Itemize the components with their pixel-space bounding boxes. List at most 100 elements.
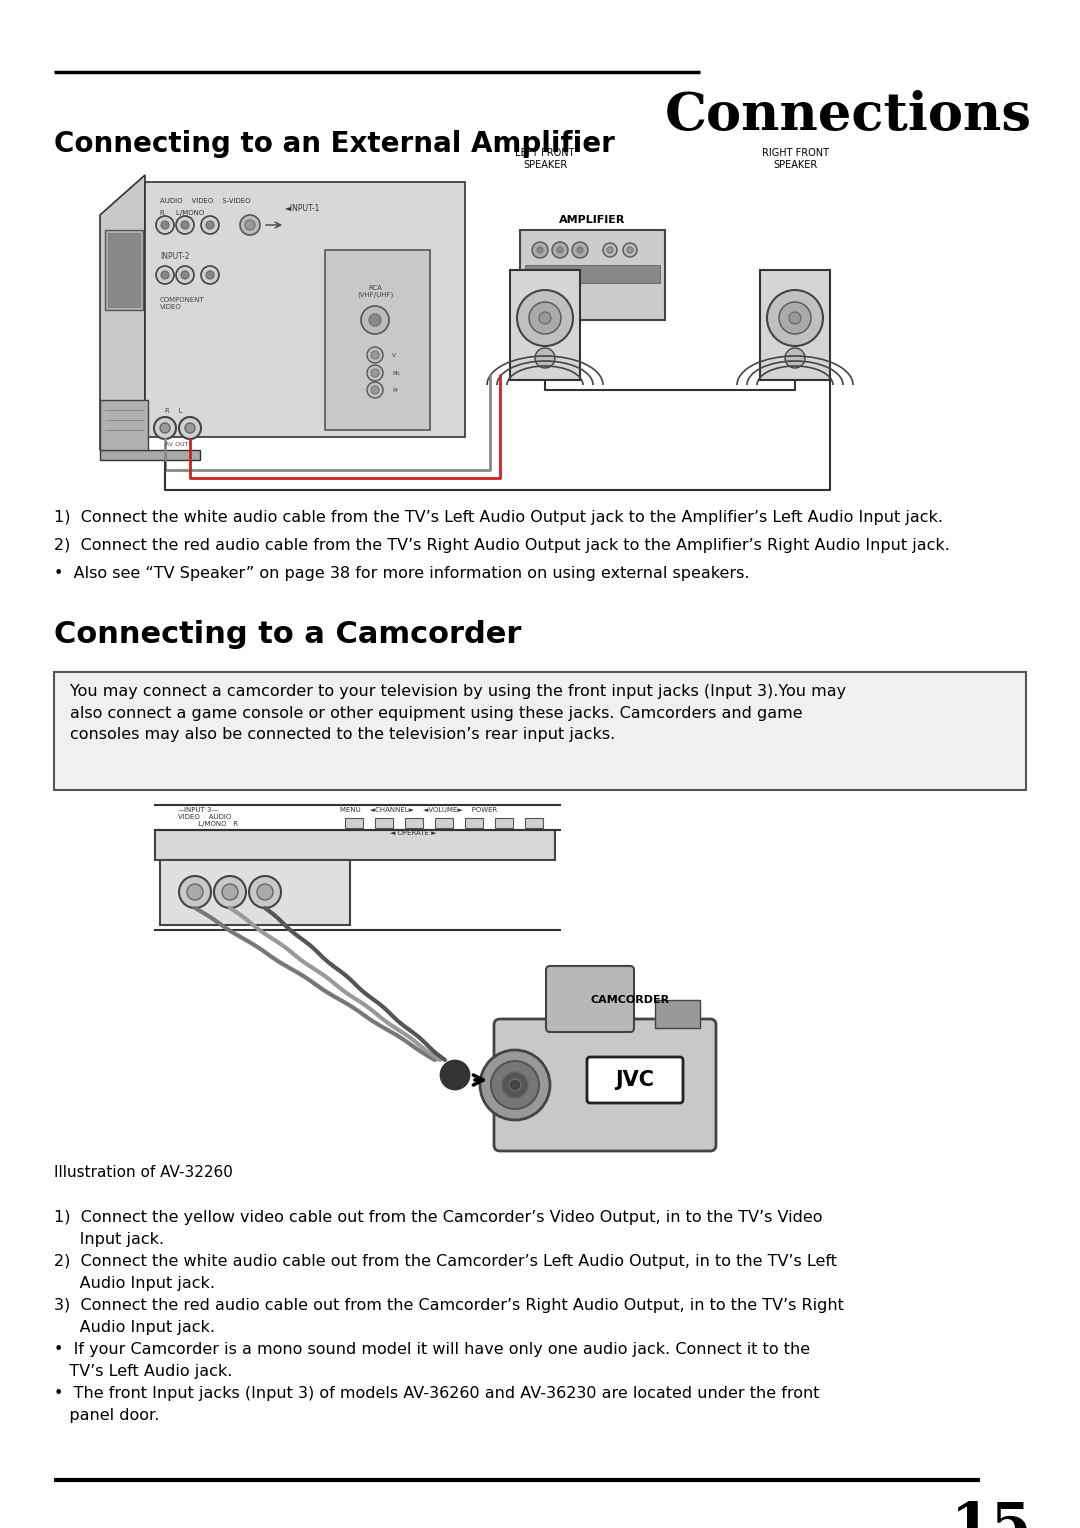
Bar bbox=[156, 830, 555, 860]
Circle shape bbox=[181, 270, 189, 280]
Circle shape bbox=[623, 243, 637, 257]
Text: Pb: Pb bbox=[392, 371, 400, 376]
Bar bbox=[405, 817, 423, 828]
FancyBboxPatch shape bbox=[588, 1057, 683, 1103]
Circle shape bbox=[249, 876, 281, 908]
Circle shape bbox=[372, 368, 379, 377]
Circle shape bbox=[179, 417, 201, 439]
Circle shape bbox=[369, 313, 381, 325]
Text: Input jack.: Input jack. bbox=[54, 1232, 164, 1247]
Bar bbox=[54, 672, 1026, 790]
Bar bbox=[495, 817, 513, 828]
Circle shape bbox=[214, 876, 246, 908]
Text: CAMCORDER: CAMCORDER bbox=[591, 995, 670, 1005]
Circle shape bbox=[181, 222, 189, 229]
Text: AV OUT: AV OUT bbox=[165, 442, 189, 448]
Bar bbox=[345, 817, 363, 828]
Text: Audio Input jack.: Audio Input jack. bbox=[54, 1320, 215, 1335]
Circle shape bbox=[480, 1050, 550, 1120]
Circle shape bbox=[767, 290, 823, 345]
FancyBboxPatch shape bbox=[494, 1019, 716, 1151]
Bar bbox=[435, 817, 453, 828]
Bar bbox=[105, 231, 143, 310]
Bar bbox=[525, 817, 543, 828]
Circle shape bbox=[156, 215, 174, 234]
Circle shape bbox=[535, 348, 555, 368]
Circle shape bbox=[257, 885, 273, 900]
Text: RIGHT FRONT
SPEAKER: RIGHT FRONT SPEAKER bbox=[761, 148, 828, 170]
Text: •  If your Camcorder is a mono sound model it will have only one audio jack. Con: • If your Camcorder is a mono sound mode… bbox=[54, 1342, 810, 1357]
Circle shape bbox=[502, 1073, 528, 1099]
Text: ◄ OPERATE ►: ◄ OPERATE ► bbox=[390, 830, 436, 836]
Circle shape bbox=[529, 303, 561, 335]
Text: V: V bbox=[392, 353, 396, 358]
Text: 1)  Connect the white audio cable from the TV’s Left Audio Output jack to the Am: 1) Connect the white audio cable from th… bbox=[54, 510, 943, 526]
Text: Connecting to an External Amplifier: Connecting to an External Amplifier bbox=[54, 130, 615, 157]
Circle shape bbox=[156, 266, 174, 284]
Circle shape bbox=[441, 1060, 469, 1089]
Circle shape bbox=[509, 1079, 521, 1091]
Circle shape bbox=[372, 351, 379, 359]
Text: INPUT-2: INPUT-2 bbox=[160, 252, 189, 261]
Bar bbox=[145, 182, 465, 437]
Circle shape bbox=[161, 270, 168, 280]
Text: R     L/MONO: R L/MONO bbox=[160, 209, 204, 215]
Circle shape bbox=[201, 215, 219, 234]
Text: —INPUT⋅3—: —INPUT⋅3— bbox=[178, 807, 219, 813]
Circle shape bbox=[361, 306, 389, 335]
Circle shape bbox=[367, 365, 383, 380]
Text: Pr: Pr bbox=[392, 388, 399, 393]
Circle shape bbox=[201, 266, 219, 284]
Text: RCA
(VHF/UHF): RCA (VHF/UHF) bbox=[356, 286, 393, 298]
Bar bbox=[465, 817, 483, 828]
Bar bbox=[100, 400, 148, 451]
Bar bbox=[760, 270, 831, 380]
Circle shape bbox=[179, 876, 211, 908]
Circle shape bbox=[539, 312, 551, 324]
FancyBboxPatch shape bbox=[546, 966, 634, 1031]
Bar bbox=[325, 251, 430, 429]
Bar bbox=[654, 999, 700, 1028]
Circle shape bbox=[517, 290, 573, 345]
Circle shape bbox=[603, 243, 617, 257]
Text: ◄INPUT-1: ◄INPUT-1 bbox=[285, 205, 321, 212]
Bar bbox=[160, 860, 350, 924]
Text: R    L: R L bbox=[165, 408, 183, 414]
Circle shape bbox=[627, 248, 633, 254]
Circle shape bbox=[206, 270, 214, 280]
Text: TV’s Left Audio jack.: TV’s Left Audio jack. bbox=[54, 1365, 232, 1378]
Text: Connections: Connections bbox=[665, 90, 1032, 141]
Circle shape bbox=[245, 220, 255, 231]
Circle shape bbox=[537, 248, 543, 254]
Circle shape bbox=[789, 312, 801, 324]
Circle shape bbox=[160, 423, 170, 432]
Text: Connecting to a Camcorder: Connecting to a Camcorder bbox=[54, 620, 522, 649]
Circle shape bbox=[779, 303, 811, 335]
Text: panel door.: panel door. bbox=[54, 1407, 160, 1423]
Circle shape bbox=[491, 1060, 539, 1109]
Circle shape bbox=[240, 215, 260, 235]
Text: 2)  Connect the red audio cable from the TV’s Right Audio Output jack to the Amp: 2) Connect the red audio cable from the … bbox=[54, 538, 950, 553]
Text: LEFT FRONT
SPEAKER: LEFT FRONT SPEAKER bbox=[515, 148, 575, 170]
Bar bbox=[108, 232, 140, 307]
Circle shape bbox=[607, 248, 613, 254]
Text: L/MONO   R: L/MONO R bbox=[178, 821, 238, 827]
Circle shape bbox=[176, 266, 194, 284]
Circle shape bbox=[176, 215, 194, 234]
Text: 2)  Connect the white audio cable out from the Camcorder’s Left Audio Output, in: 2) Connect the white audio cable out fro… bbox=[54, 1254, 837, 1268]
Text: 15: 15 bbox=[950, 1500, 1032, 1528]
Circle shape bbox=[367, 382, 383, 397]
Polygon shape bbox=[100, 451, 200, 460]
Circle shape bbox=[532, 241, 548, 258]
Circle shape bbox=[161, 222, 168, 229]
Text: AUDIO    VIDEO    S-VIDEO: AUDIO VIDEO S-VIDEO bbox=[160, 199, 251, 205]
Text: 1)  Connect the yellow video cable out from the Camcorder’s Video Output, in to : 1) Connect the yellow video cable out fr… bbox=[54, 1210, 823, 1225]
Circle shape bbox=[206, 222, 214, 229]
Text: MENU    ◄CHANNEL►    ◄VOLUME►    POWER: MENU ◄CHANNEL► ◄VOLUME► POWER bbox=[340, 807, 497, 813]
Text: AMPLIFIER: AMPLIFIER bbox=[559, 215, 625, 225]
Circle shape bbox=[222, 885, 238, 900]
Bar bbox=[510, 270, 580, 380]
Circle shape bbox=[785, 348, 805, 368]
Bar bbox=[519, 231, 665, 319]
Text: Illustration of AV-32260: Illustration of AV-32260 bbox=[54, 1164, 233, 1180]
